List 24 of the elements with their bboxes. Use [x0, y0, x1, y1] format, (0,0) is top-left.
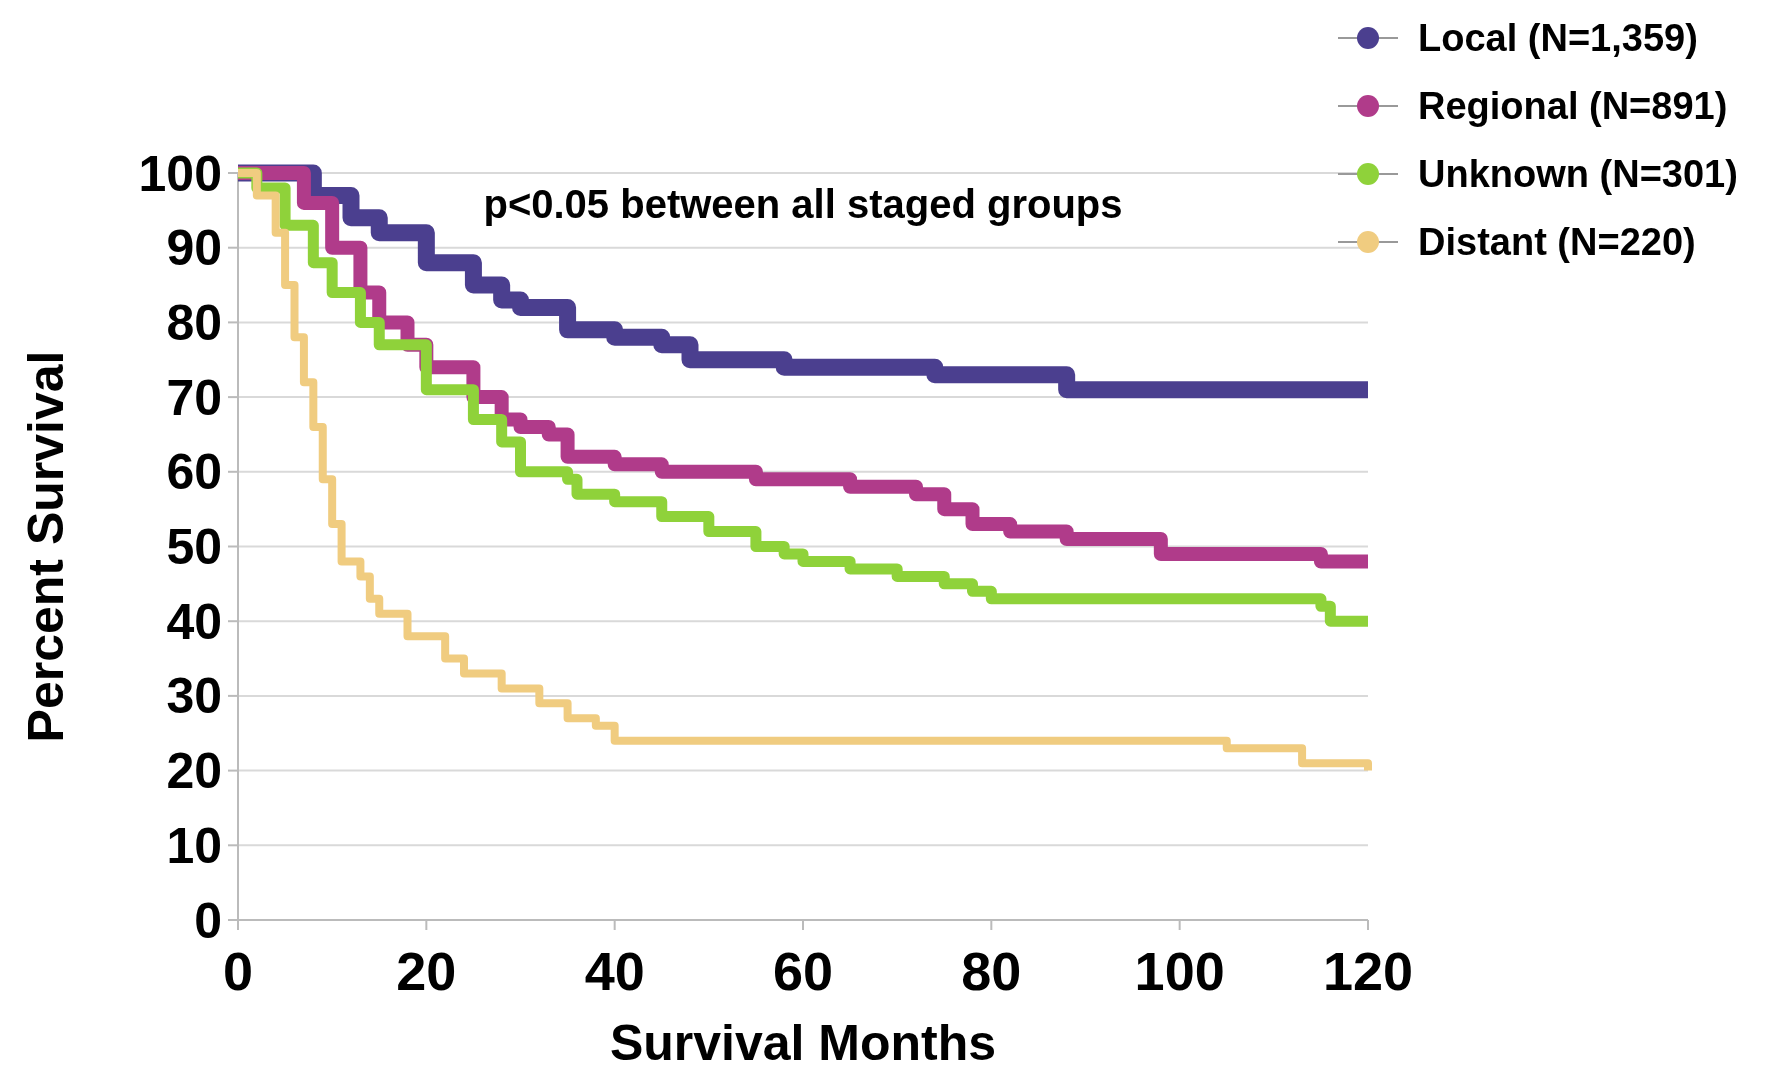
legend-label: Local (N=1,359) — [1418, 17, 1698, 60]
y-tick-label: 100 — [138, 145, 222, 202]
y-tick-label: 0 — [194, 892, 222, 949]
y-tick-label: 30 — [166, 668, 222, 725]
x-tick-label: 40 — [584, 941, 645, 1001]
y-tick-label: 80 — [166, 294, 222, 351]
x-tick-label: 120 — [1322, 941, 1414, 1001]
x-tick-label: 100 — [1134, 941, 1225, 1001]
annotation: p<0.05 between all staged groups — [483, 182, 1123, 226]
y-tick-label: 60 — [166, 444, 222, 501]
y-tick-label: 40 — [166, 593, 222, 650]
legend-label: Regional (N=891) — [1418, 85, 1728, 128]
x-axis-title: Survival Months — [609, 1015, 997, 1071]
legend-label: Unknown (N=301) — [1418, 153, 1738, 196]
x-tick-label: 80 — [961, 941, 1022, 1001]
y-tick-label: 70 — [166, 369, 222, 426]
y-axis-title: Percent Survival — [18, 350, 74, 743]
y-tick-label: 10 — [166, 817, 222, 874]
y-tick-label: 50 — [166, 519, 222, 575]
x-tick-label: 20 — [396, 941, 457, 1001]
y-tick-label: 90 — [166, 220, 222, 277]
x-tick-label: 60 — [772, 941, 834, 1001]
legend-label: Distant (N=220) — [1418, 221, 1696, 264]
y-tick-label: 20 — [166, 743, 222, 800]
